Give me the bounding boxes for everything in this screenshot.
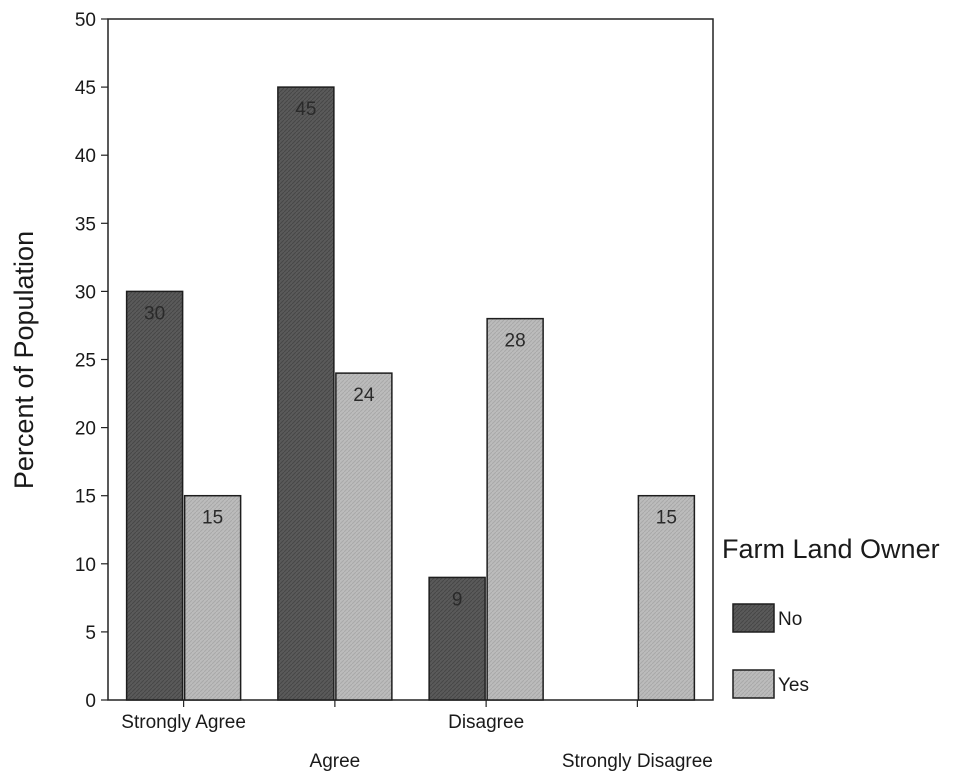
y-tick-label: 50 [75, 10, 96, 31]
legend-swatch-no [732, 603, 775, 633]
data-labels: 30 15 45 24 9 28 15 [144, 99, 677, 610]
legend-title: Farm Land Owner [722, 534, 940, 564]
data-label: 24 [353, 385, 375, 406]
bar-no-3 [428, 576, 486, 701]
x-category-label: Strongly Agree [121, 712, 246, 733]
legend-label-yes: Yes [778, 675, 809, 696]
x-category-label: Agree [310, 751, 361, 772]
data-label: 45 [295, 99, 316, 120]
y-tick-label: 40 [75, 146, 96, 167]
y-tick-label: 25 [75, 351, 96, 372]
legend-swatch-yes [732, 669, 775, 699]
bar-no-1 [125, 290, 184, 701]
y-tick-label: 15 [75, 487, 96, 508]
bar-no-2 [277, 86, 335, 701]
bar-yes-3 [486, 317, 544, 701]
y-axis-label: Percent of Population [9, 231, 39, 489]
legend-label-no: No [778, 609, 802, 630]
bars [125, 86, 696, 701]
data-label: 15 [656, 508, 677, 529]
bar-yes-2 [335, 372, 393, 701]
y-axis-ticks: 0 5 10 15 20 25 30 35 40 45 50 [75, 10, 108, 712]
data-label: 28 [505, 331, 526, 352]
legend: Farm Land Owner No Yes [722, 534, 940, 699]
data-label: 15 [202, 508, 223, 529]
y-tick-label: 35 [75, 214, 96, 235]
y-tick-label: 45 [75, 78, 96, 99]
x-category-label: Disagree [448, 712, 524, 733]
x-category-label: Strongly Disagree [562, 751, 713, 772]
bar-yes-1 [183, 494, 242, 701]
y-tick-label: 20 [75, 419, 96, 440]
y-tick-label: 5 [85, 623, 96, 644]
y-tick-label: 0 [85, 691, 96, 712]
bar-yes-4 [637, 494, 696, 701]
data-label: 30 [144, 303, 165, 324]
y-tick-label: 10 [75, 555, 96, 576]
y-tick-label: 30 [75, 282, 96, 303]
data-label: 9 [452, 589, 463, 610]
x-axis-category-labels: Strongly Agree Agree Disagree Strongly Disa… [121, 700, 713, 772]
